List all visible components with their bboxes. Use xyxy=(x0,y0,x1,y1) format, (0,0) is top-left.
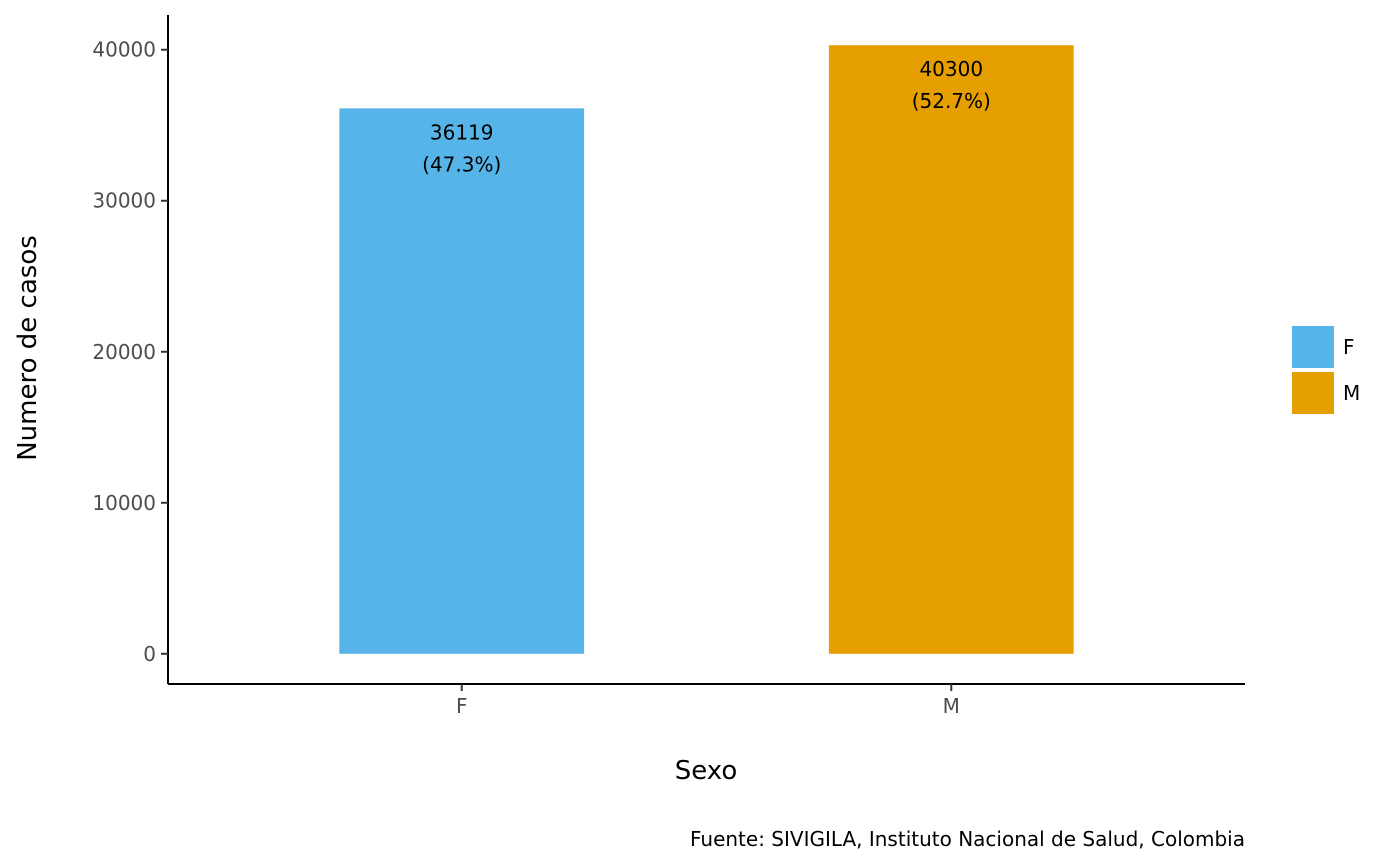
y-tick-label: 40000 xyxy=(92,38,156,62)
legend: FM xyxy=(1292,326,1360,414)
bars-group xyxy=(339,45,1074,654)
x-tick-label: M xyxy=(943,694,960,718)
legend-label-f: F xyxy=(1343,335,1355,359)
bar-percent-label-f: (47.3%) xyxy=(422,152,501,176)
legend-label-m: M xyxy=(1343,381,1360,405)
x-tick-label: F xyxy=(456,694,468,718)
y-axis: 0 10000 20000 30000 40000 xyxy=(92,15,169,684)
legend-key-m xyxy=(1292,372,1334,414)
bar-m xyxy=(828,45,1074,654)
bar-f xyxy=(339,108,585,654)
bar-percent-label-m: (52.7%) xyxy=(912,89,991,113)
y-tick-label: 0 xyxy=(143,642,156,666)
caption: Fuente: SIVIGILA, Instituto Nacional de … xyxy=(690,827,1245,851)
legend-key-f xyxy=(1292,326,1334,368)
bar-value-label-m: 40300 xyxy=(919,57,983,81)
x-axis-title: Sexo xyxy=(675,756,738,786)
data-labels-group: 36119 (47.3%) 40300 (52.7%) xyxy=(422,57,991,176)
y-axis-title: Numero de casos xyxy=(13,235,43,461)
y-tick-label: 30000 xyxy=(92,189,156,213)
bar-value-label-f: 36119 xyxy=(430,120,494,144)
y-tick-label: 20000 xyxy=(92,340,156,364)
y-tick-label: 10000 xyxy=(92,491,156,515)
